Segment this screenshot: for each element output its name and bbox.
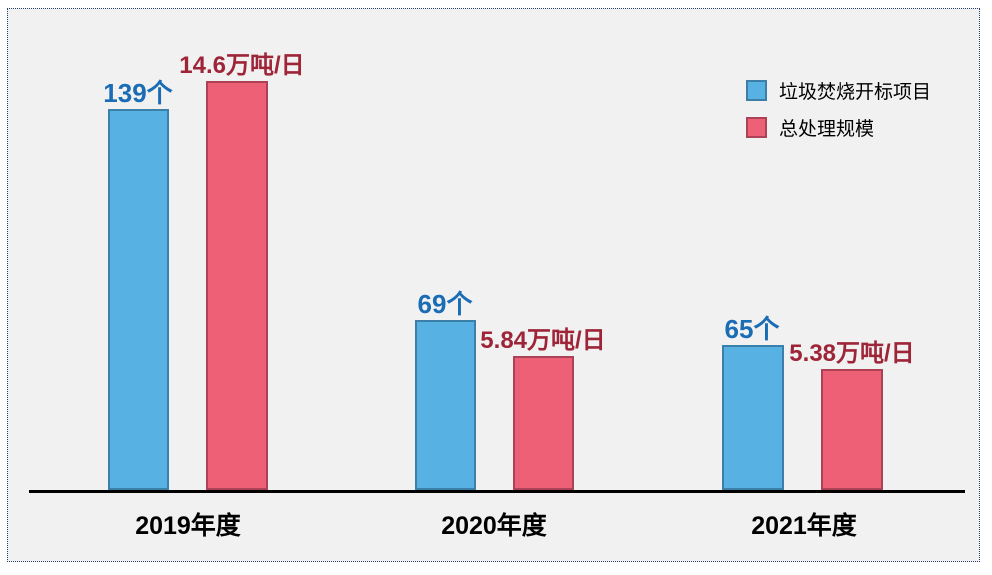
data-label-capacity-2020: 5.84万吨/日 — [480, 327, 606, 354]
x-axis-label-2021: 2021年度 — [751, 512, 857, 540]
bar-capacity-2019 — [206, 81, 268, 490]
x-axis-label-2020: 2020年度 — [441, 512, 547, 540]
data-label-projects-2021: 65个 — [724, 314, 780, 344]
legend-label-projects: 垃圾焚烧开标项目 — [779, 82, 932, 103]
x-axis-label-2019: 2019年度 — [135, 512, 241, 540]
chart-panel: 139个 14.6万吨/日 69个 5.84万吨/日 65个 5.38万吨/日 … — [7, 8, 980, 562]
legend-label-capacity: 总处理规模 — [779, 119, 875, 140]
legend-item-projects: 垃圾焚烧开标项目 — [746, 77, 931, 104]
bar-projects-2021 — [722, 345, 784, 490]
legend-item-capacity: 总处理规模 — [746, 114, 931, 141]
legend: 垃圾焚烧开标项目 总处理规模 — [746, 77, 931, 151]
data-label-capacity-2021: 5.38万吨/日 — [789, 340, 915, 367]
x-axis-line — [29, 490, 965, 493]
bar-capacity-2020 — [513, 356, 574, 490]
legend-swatch-red-icon — [746, 117, 767, 138]
data-label-projects-2020: 69个 — [417, 289, 473, 319]
bar-projects-2020 — [415, 320, 476, 490]
bar-capacity-2021 — [821, 369, 883, 490]
bar-projects-2019 — [108, 109, 169, 490]
data-label-projects-2019: 139个 — [103, 78, 173, 108]
legend-swatch-blue-icon — [746, 80, 767, 101]
data-label-capacity-2019: 14.6万吨/日 — [179, 52, 305, 79]
